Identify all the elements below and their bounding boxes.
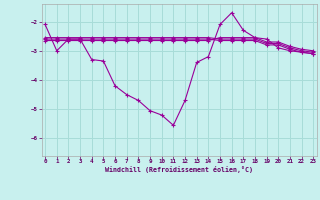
X-axis label: Windchill (Refroidissement éolien,°C): Windchill (Refroidissement éolien,°C) (105, 166, 253, 173)
